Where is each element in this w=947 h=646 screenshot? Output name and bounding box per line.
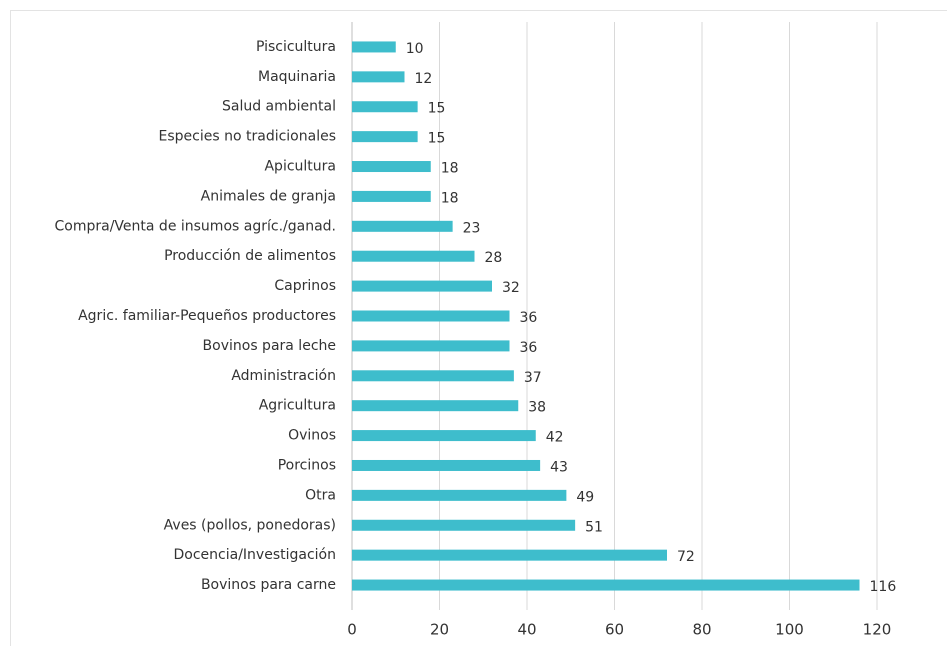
y-tick-label: Bovinos para leche [203, 338, 336, 354]
x-tick-label: 60 [605, 621, 624, 639]
value-label: 37 [524, 370, 542, 386]
value-label: 49 [576, 489, 594, 505]
bar [352, 161, 431, 173]
y-tick-label: Ovinos [288, 428, 336, 444]
value-label: 116 [870, 579, 897, 595]
value-label: 28 [485, 250, 503, 266]
bar [352, 549, 667, 561]
bar [352, 310, 510, 322]
y-tick-label: Compra/Venta de insumos agríc./ganad. [55, 218, 336, 234]
value-label: 43 [550, 459, 568, 475]
y-tick-label: Porcinos [278, 457, 336, 473]
y-tick-label: Apicultura [264, 159, 336, 175]
bar [352, 400, 519, 412]
y-tick-label: Agricultura [259, 398, 336, 414]
bar [352, 101, 418, 113]
value-label: 38 [528, 400, 546, 416]
x-tick-label: 20 [430, 621, 449, 639]
bar [352, 459, 541, 471]
bar [352, 519, 576, 531]
y-tick-label: Especies no tradicionales [159, 129, 336, 145]
value-label: 15 [428, 101, 446, 117]
y-tick-label: Piscicultura [256, 39, 336, 55]
x-tick-label: 40 [517, 621, 536, 639]
bar [352, 430, 536, 442]
y-tick-label: Administración [231, 368, 336, 384]
value-label: 32 [502, 280, 520, 296]
value-label: 42 [546, 430, 564, 446]
y-tick-label: Animales de granja [201, 188, 336, 204]
y-tick-label: Agric. familiar-Pequeños productores [78, 308, 336, 324]
value-label: 36 [520, 340, 538, 356]
bar [352, 41, 396, 53]
value-label: 18 [441, 190, 459, 206]
value-label: 23 [463, 220, 481, 236]
bar [352, 370, 514, 382]
bar [352, 489, 567, 501]
bar [352, 579, 860, 591]
y-tick-label: Bovinos para carne [201, 577, 336, 593]
value-label: 10 [406, 41, 424, 57]
x-tick-label: 120 [863, 621, 892, 639]
y-tick-label: Otra [305, 487, 336, 503]
x-tick-label: 0 [347, 621, 357, 639]
bar [352, 280, 492, 292]
x-tick-label: 80 [692, 621, 711, 639]
value-label: 15 [428, 131, 446, 147]
y-tick-label: Aves (pollos, ponedoras) [164, 517, 336, 533]
bar [352, 131, 418, 143]
y-tick-label: Caprinos [274, 278, 336, 294]
bar [352, 71, 405, 83]
y-tick-label: Maquinaria [258, 69, 336, 85]
y-tick-label: Producción de alimentos [164, 248, 336, 264]
value-label: 12 [415, 71, 433, 87]
y-tick-label: Docencia/Investigación [174, 547, 336, 563]
value-label: 72 [677, 549, 695, 565]
x-tick-label: 100 [775, 621, 804, 639]
value-label: 51 [585, 519, 603, 535]
value-label: 18 [441, 161, 459, 177]
y-tick-label: Salud ambiental [222, 99, 336, 115]
value-label: 36 [520, 310, 538, 326]
bar [352, 250, 475, 262]
bar [352, 220, 453, 232]
chart-frame [10, 10, 947, 646]
bar [352, 190, 431, 202]
bar [352, 340, 510, 352]
